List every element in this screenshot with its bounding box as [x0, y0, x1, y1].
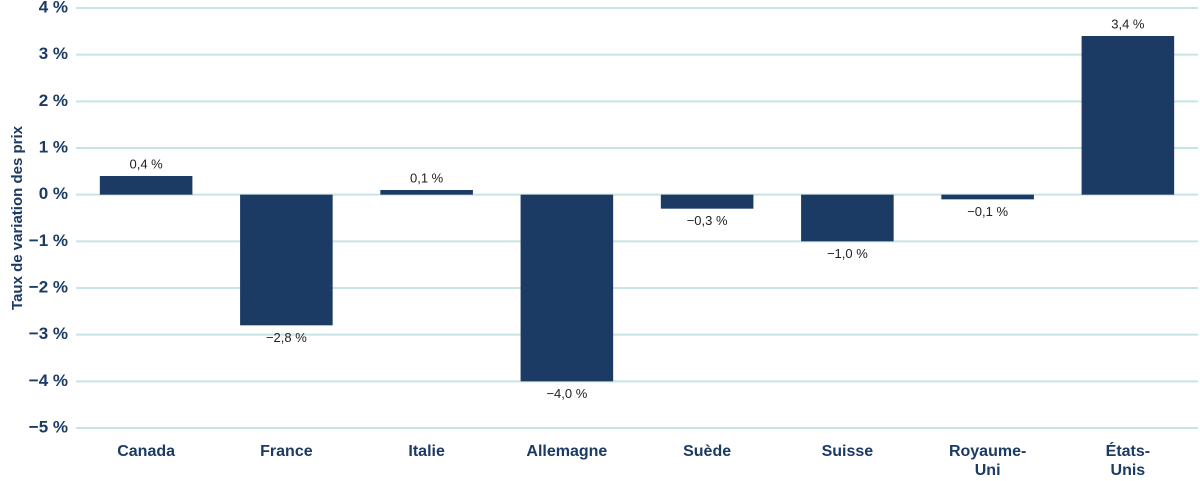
y-tick-label: 0 % [39, 184, 68, 203]
y-tick-label: −5 % [29, 417, 68, 436]
x-tick-label: France [260, 443, 313, 460]
bar [660, 194, 754, 209]
value-label: −0,1 % [967, 204, 1008, 219]
value-label: −0,3 % [687, 213, 728, 228]
y-axis-label: Taux de variation des prix [9, 125, 26, 310]
bar [941, 194, 1034, 200]
x-tick-label: Suède [683, 443, 731, 460]
y-tick-label: −3 % [29, 324, 68, 343]
value-label: −2,8 % [266, 330, 307, 345]
bar [380, 190, 473, 195]
bar [240, 194, 333, 326]
y-tick-label: −1 % [29, 231, 68, 250]
value-label: 0,1 % [410, 170, 444, 185]
x-tick-label: Suisse [822, 443, 874, 460]
x-tick-label: Italie [408, 443, 445, 460]
value-label: 3,4 % [1111, 16, 1145, 31]
y-tick-label: −4 % [29, 371, 68, 390]
bar [1081, 36, 1175, 195]
bar [520, 194, 614, 382]
y-tick-label: 3 % [39, 44, 68, 63]
y-tick-label: 4 % [39, 0, 68, 16]
value-label: 0,4 % [130, 156, 164, 171]
y-tick-label: 1 % [39, 137, 68, 156]
x-tick-label: États-Unis [1106, 441, 1150, 479]
y-tick-label: 2 % [39, 91, 68, 110]
value-label: −1,0 % [827, 246, 868, 261]
x-tick-label: Canada [117, 443, 175, 460]
bar [99, 176, 193, 195]
x-tick-label: Royaume-Uni [949, 443, 1026, 479]
value-label: −4,0 % [546, 386, 587, 401]
bar [801, 194, 894, 242]
x-tick-label: Allemagne [526, 443, 607, 460]
y-tick-label: −2 % [29, 277, 68, 296]
